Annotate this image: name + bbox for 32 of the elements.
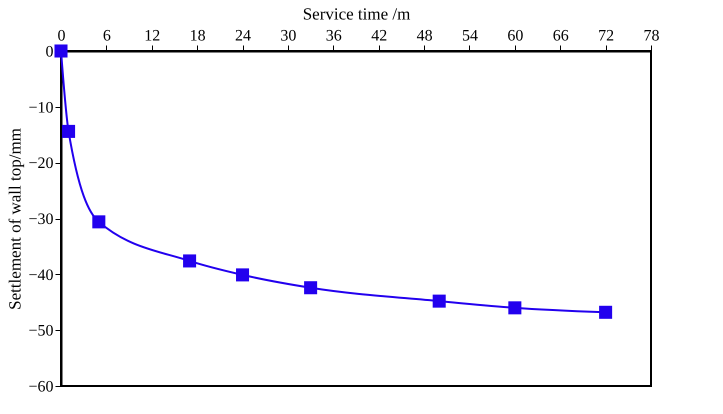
x-tick-label: 18: [190, 28, 206, 44]
x-tick-label: 24: [235, 28, 252, 44]
point: [92, 215, 106, 228]
point: [599, 306, 612, 319]
y-tick-label: −10: [28, 99, 54, 116]
x-tick-label: 72: [598, 28, 614, 44]
x-tick-label: 78: [644, 28, 660, 44]
x-tick-label: 36: [326, 28, 342, 44]
y-tick-label: 0: [46, 44, 54, 60]
y-tick-label: −50: [28, 322, 54, 340]
y-axis-title: Settlement of wall top/mm: [5, 128, 24, 310]
point: [183, 254, 196, 268]
x-tick-label: 6: [102, 28, 111, 44]
x-tick-label: 48: [416, 28, 433, 44]
x-tick-label: 12: [144, 28, 160, 44]
x-tick-label: 66: [552, 28, 569, 44]
x-tick-label: 60: [507, 28, 524, 44]
point: [54, 44, 68, 58]
x-tick-label: 30: [280, 28, 296, 44]
y-tick-label: −30: [28, 211, 54, 228]
y-tick-label: −60: [28, 378, 54, 396]
point: [304, 281, 318, 294]
point: [432, 294, 446, 308]
point: [508, 301, 522, 314]
y-tick-label: −40: [28, 266, 54, 284]
point: [236, 268, 250, 282]
x-tick-label: 0: [58, 28, 66, 44]
y-tick-label: −20: [28, 155, 54, 172]
x-tick-label: 42: [371, 28, 388, 44]
x-axis-title: Service time /m: [302, 4, 410, 24]
point: [62, 124, 76, 138]
x-tick-label: 54: [462, 28, 478, 44]
